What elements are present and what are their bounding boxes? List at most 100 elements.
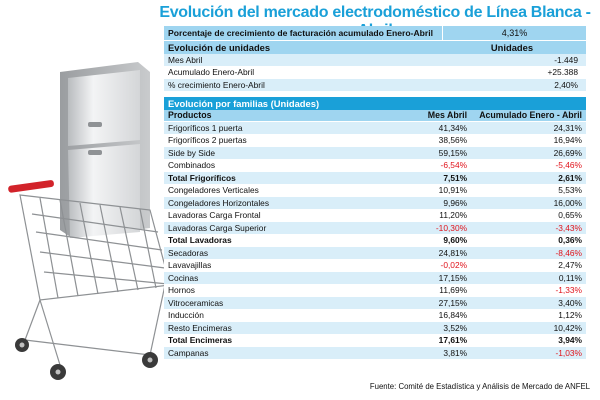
table-row: Lavadoras Carga Superior -10,30% -3,43% [164,222,586,235]
families-title: Evolución por familias (Unidades) [164,96,586,110]
product-name: Combinados [168,160,216,171]
month-value: 16,84% [438,310,468,321]
month-value: -6,54% [440,160,468,171]
product-name: Vitroceramicas [168,297,224,308]
accum-value: 16,94% [553,135,582,146]
month-value: 17,61% [438,335,468,346]
table-row: Total Lavadoras 9,60% 0,36% [164,234,586,247]
accum-value: 5,53% [558,185,582,196]
column-accum: Acumulado Enero - Abril [479,110,582,121]
families-column-header: Productos Mes Abril Acumulado Enero - Ab… [164,109,586,122]
month-value: 11,69% [439,285,468,296]
accum-value: -8,46% [555,247,582,258]
product-name: Total Lavadoras [168,235,232,246]
accum-value: -1,03% [555,347,582,358]
product-name: Campanas [168,347,209,358]
accum-value: -1,33% [555,285,582,296]
month-value: 7,51% [443,172,468,183]
units-header: Evolución de unidades Unidades [164,41,586,54]
units-row-label: % crecimiento Enero-Abril [168,79,265,90]
month-value: 3,81% [443,347,468,358]
month-value: 17,15% [438,272,468,283]
month-value: -0,02% [440,260,468,271]
product-name: Inducción [168,310,204,321]
column-products: Productos [168,110,212,121]
accum-value: 0,36% [558,235,582,246]
product-name: Total Encimeras [168,335,233,346]
month-value: 59,15% [438,147,468,158]
product-name: Cocinas [168,272,199,283]
table-row: Secadoras 24,81% -8,46% [164,247,586,260]
data-panel: Porcentaje de crecimiento de facturación… [164,26,586,360]
units-row: Mes Abril -1.449 [164,54,586,67]
units-row-value: -1.449 [554,54,578,65]
accum-value: 2,61% [558,172,582,183]
month-value: 10,91% [438,185,468,196]
growth-label: Porcentaje de crecimiento de facturación… [164,26,443,40]
table-row: Resto Encimeras 3,52% 10,42% [164,322,586,335]
product-name: Congeladores Verticales [168,185,259,196]
product-name: Secadoras [168,247,209,258]
accum-value: 26,69% [553,147,582,158]
product-name: Side by Side [168,147,216,158]
product-name: Lavavajillas [168,260,212,271]
units-col-header: Unidades [490,42,534,53]
month-value: 41,34% [438,122,468,133]
month-value: 38,56% [438,135,468,146]
product-name: Lavadoras Carga Superior [168,222,267,233]
units-row-label: Acumulado Enero-Abril [168,67,255,78]
table-row: Campanas 3,81% -1,03% [164,347,586,360]
accum-value: 3,40% [558,297,582,308]
accum-value: 10,42% [553,322,582,333]
month-value: 11,20% [439,210,468,221]
table-row: Total Encimeras 17,61% 3,94% [164,334,586,347]
table-row: Congeladores Verticales 10,91% 5,53% [164,184,586,197]
table-row: Total Frigoríficos 7,51% 2,61% [164,172,586,185]
accum-value: 1,12% [558,310,582,321]
month-value: 9,60% [443,235,468,246]
units-row-label: Mes Abril [168,54,203,65]
product-name: Lavadoras Carga Frontal [168,210,261,221]
table-row: Frigoríficos 2 puertas 38,56% 16,94% [164,134,586,147]
product-name: Hornos [168,285,195,296]
table-row: Hornos 11,69% -1,33% [164,284,586,297]
accum-value: 2,47% [558,260,582,271]
product-name: Frigoríficos 1 puerta [168,122,243,133]
table-row: Combinados -6,54% -5,46% [164,159,586,172]
families-table-body: Frigoríficos 1 puerta 41,34% 24,31% Frigorí… [164,122,586,360]
accum-value: 16,00% [553,197,582,208]
fridge-in-cart-image [8,62,171,380]
table-row: Lavadoras Carga Frontal 11,20% 0,65% [164,209,586,222]
month-value: -10,30% [435,222,468,233]
table-row: Vitroceramicas 27,15% 3,40% [164,297,586,310]
product-name: Resto Encimeras [168,322,232,333]
units-row-value: +25.388 [547,67,578,78]
accum-value: 0,11% [558,272,582,283]
month-value: 24,81% [438,247,468,258]
accum-value: 3,94% [558,335,582,346]
table-row: Lavavajillas -0,02% 2,47% [164,259,586,272]
month-value: 27,15% [438,297,468,308]
table-row: Congeladores Horizontales 9,96% 16,00% [164,197,586,210]
units-row-value: 2,40% [554,79,578,90]
table-row: Inducción 16,84% 1,12% [164,309,586,322]
month-value: 3,52% [443,322,468,333]
accum-value: -3,43% [555,222,582,233]
units-row: Acumulado Enero-Abril +25.388 [164,66,586,79]
units-row: % crecimiento Enero-Abril 2,40% [164,79,586,92]
column-month: Mes Abril [427,110,468,121]
product-name: Total Frigoríficos [168,172,236,183]
table-row: Frigoríficos 1 puerta 41,34% 24,31% [164,122,586,135]
product-name: Frigoríficos 2 puertas [168,135,247,146]
growth-box: Porcentaje de crecimiento de facturación… [164,26,586,41]
units-title: Evolución de unidades [168,42,271,53]
accum-value: -5,46% [555,160,582,171]
table-row: Cocinas 17,15% 0,11% [164,272,586,285]
product-name: Congeladores Horizontales [168,197,270,208]
growth-value: 4,31% [501,28,528,38]
accum-value: 0,65% [558,210,582,221]
table-row: Side by Side 59,15% 26,69% [164,147,586,160]
source-note: Fuente: Comité de Estadística y Análisis… [369,382,590,391]
accum-value: 24,31% [553,122,582,133]
month-value: 9,96% [443,197,468,208]
